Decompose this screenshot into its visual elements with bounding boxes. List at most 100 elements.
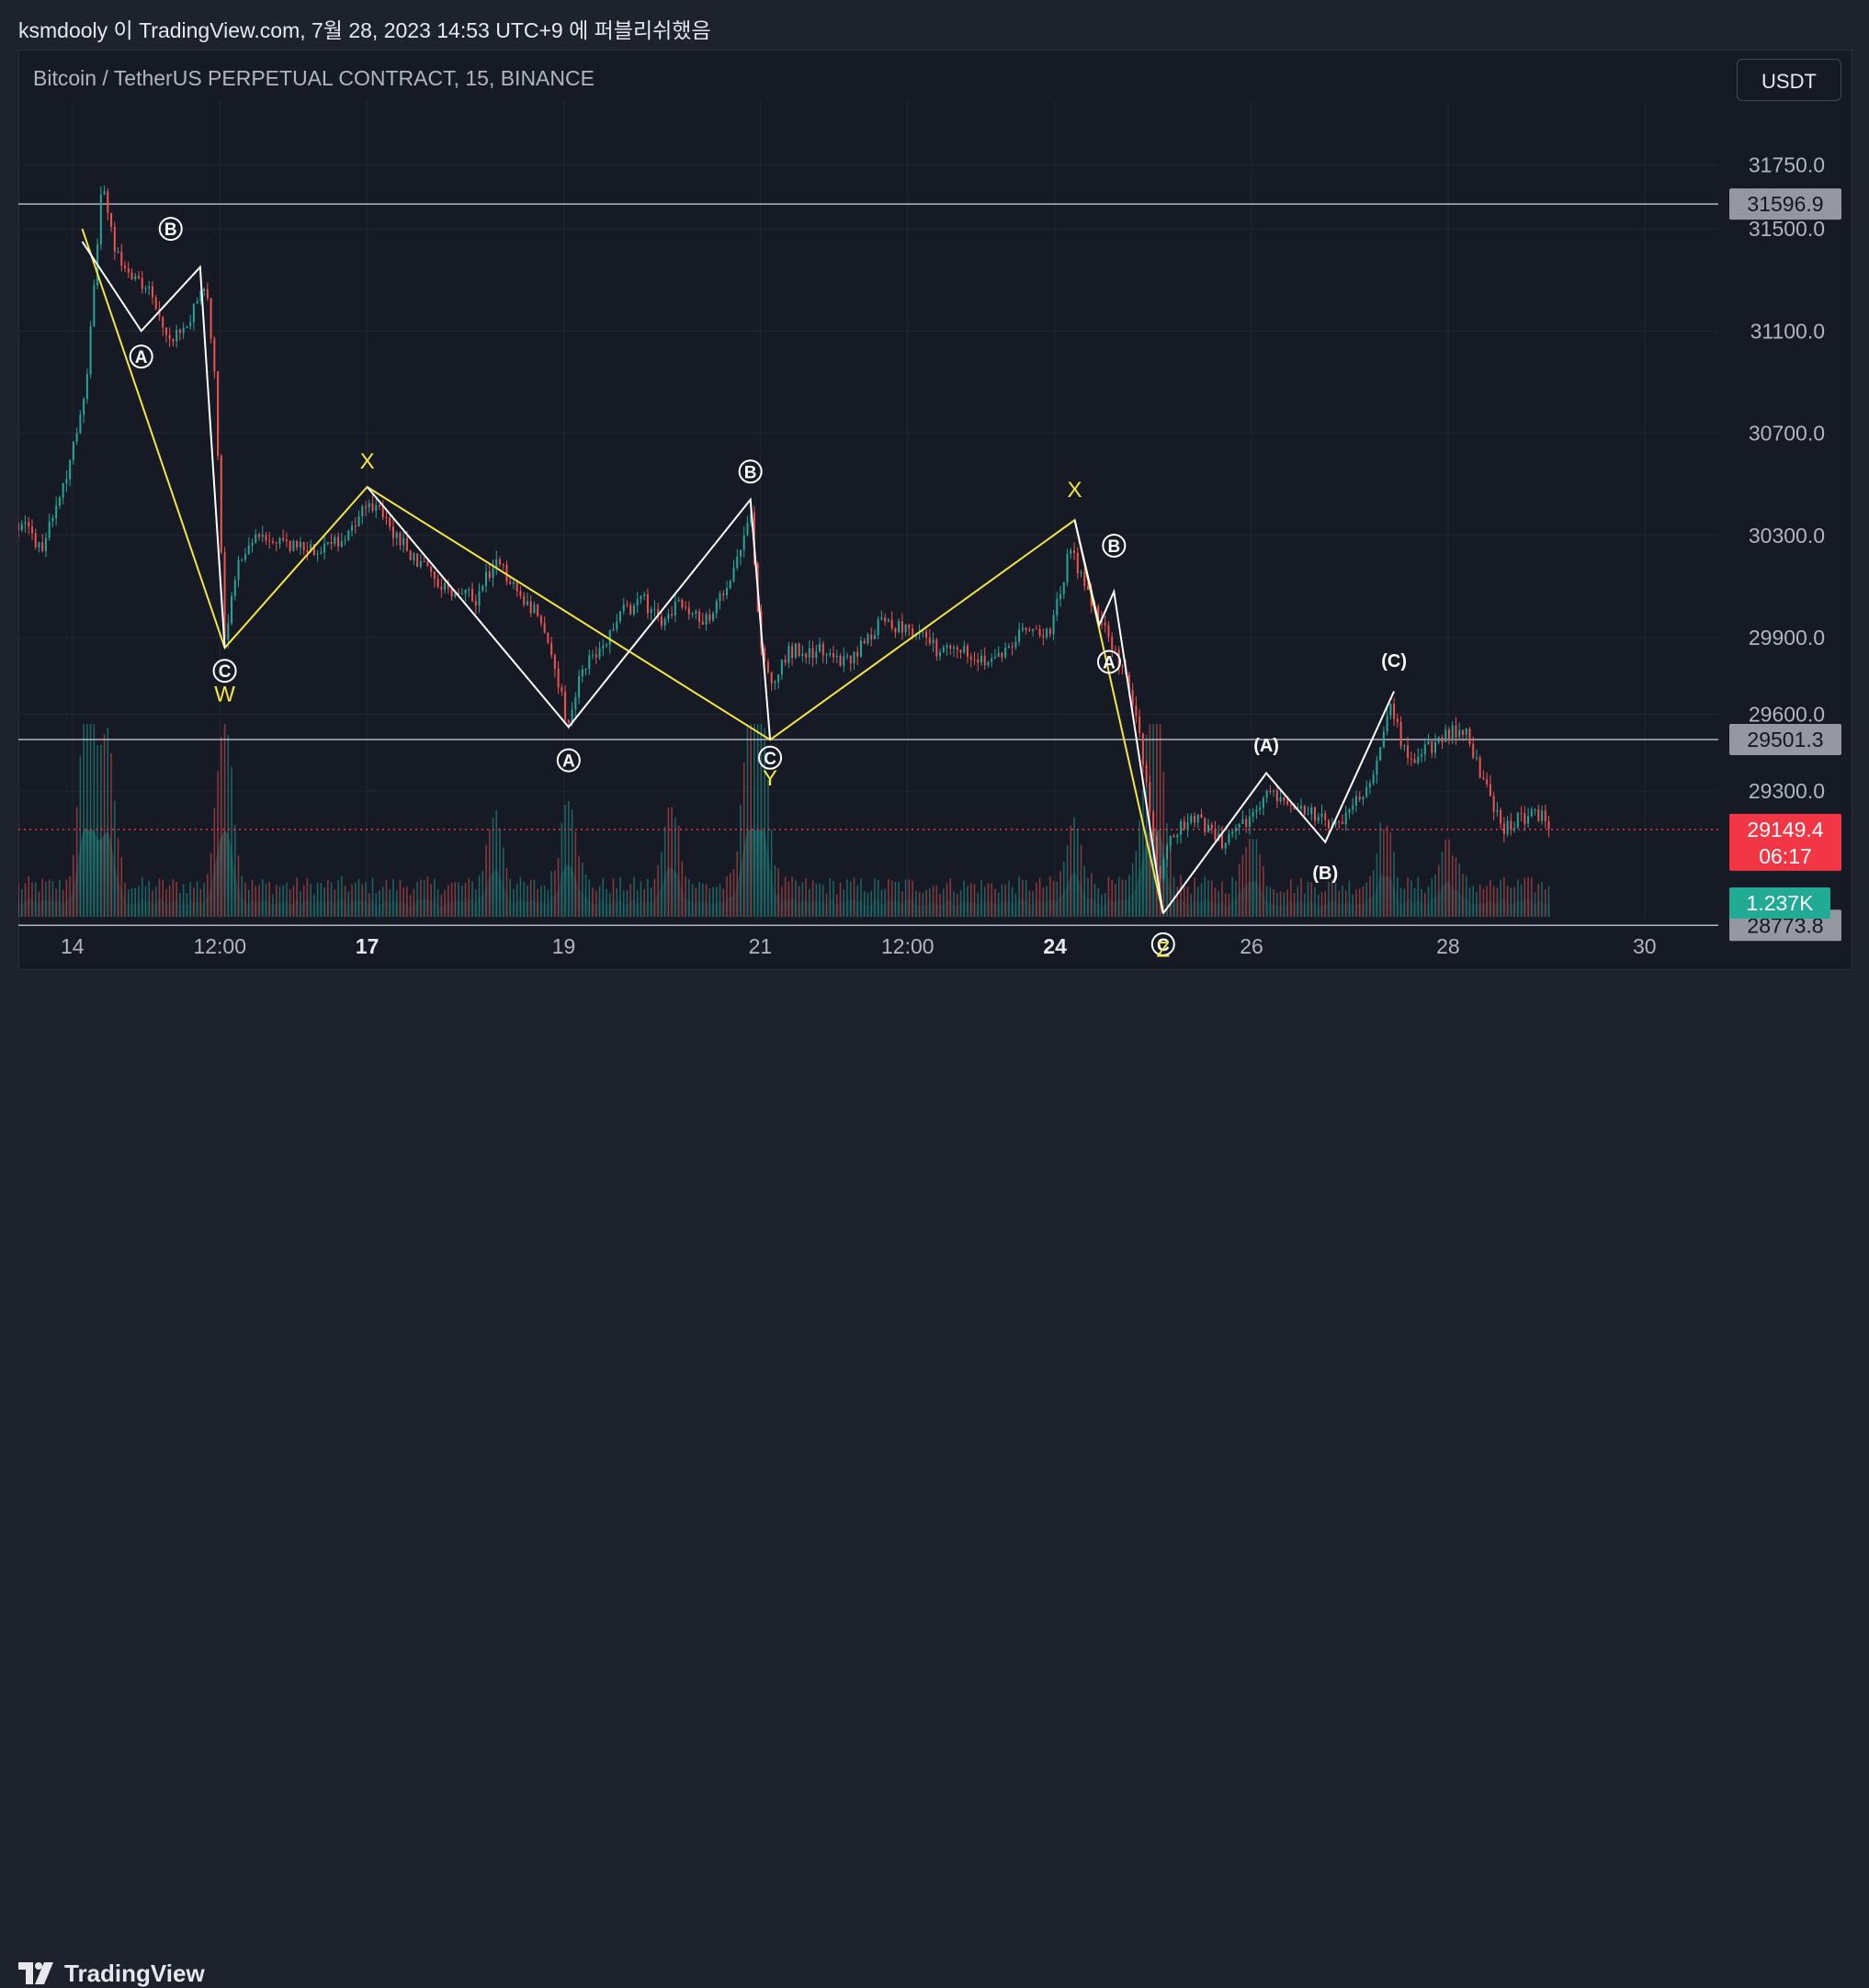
wave-label-ring — [556, 748, 581, 773]
wave-label-ring — [758, 745, 783, 770]
candle — [391, 518, 394, 547]
candle-body — [1341, 821, 1343, 825]
candle — [1048, 627, 1051, 638]
candle-body — [38, 542, 40, 548]
candle — [99, 186, 102, 251]
candle-body — [1348, 809, 1351, 813]
candle-body — [833, 652, 835, 658]
candle-body — [1269, 791, 1272, 793]
candle-body — [1121, 666, 1124, 668]
candle — [592, 649, 595, 660]
candle-body — [444, 582, 447, 591]
candle — [1190, 813, 1193, 825]
candle-body — [186, 326, 188, 328]
candle — [1269, 785, 1272, 795]
candle — [1423, 738, 1426, 762]
candle — [447, 579, 449, 594]
currency-button[interactable]: USDT — [1737, 59, 1841, 101]
candle — [606, 642, 608, 649]
candle — [79, 410, 82, 435]
tradingview-logo-icon — [18, 1962, 53, 1984]
candle-body — [1534, 809, 1536, 811]
candle-body — [292, 540, 295, 551]
candle — [203, 288, 206, 297]
tradingview-logo[interactable]: TradingView — [18, 1959, 205, 1988]
candle-body — [375, 504, 378, 511]
candle — [1389, 703, 1392, 720]
candle — [574, 692, 577, 717]
wave-label-text: B — [744, 463, 757, 482]
candle — [1207, 819, 1209, 833]
candle-body — [1149, 782, 1151, 812]
candle — [973, 651, 976, 665]
candle-body — [34, 533, 37, 548]
candle-body — [523, 595, 526, 605]
candle-body — [502, 564, 504, 566]
candle — [1396, 713, 1399, 728]
candle-body — [1007, 646, 1010, 649]
candle — [715, 598, 718, 618]
candle-body — [764, 648, 766, 662]
candle — [746, 515, 749, 537]
candle — [419, 553, 422, 570]
candle — [416, 553, 419, 568]
chart-frame[interactable] — [18, 50, 1852, 970]
candle — [1362, 796, 1365, 806]
price-axis[interactable]: 31750.0 31500.0 31100.0 30700.0 30300.0 29900… — [1749, 153, 1825, 803]
candle — [1224, 842, 1227, 855]
candle — [85, 368, 88, 404]
candle — [942, 644, 945, 654]
yellow-wave-path — [81, 228, 1164, 914]
candle — [660, 611, 663, 630]
candle-body — [495, 559, 498, 569]
candle-body — [1407, 745, 1410, 759]
candle-body — [148, 286, 151, 288]
candle-body — [265, 534, 267, 541]
candle — [1455, 717, 1457, 745]
candle — [1317, 812, 1320, 824]
candle-body — [120, 251, 123, 266]
candle — [1080, 570, 1082, 578]
candle-body — [811, 648, 814, 659]
volume-area-fill — [18, 830, 1552, 917]
candle — [1056, 592, 1059, 621]
symbol-title: Bitcoin / TetherUS PERPETUAL CONTRACT, 1… — [33, 66, 595, 90]
candle-body — [323, 543, 326, 553]
wave-label-text: A — [562, 752, 575, 772]
candle-body — [969, 656, 972, 660]
candle-body — [423, 560, 425, 562]
time-tick-label: 12:00 — [881, 934, 934, 958]
candle — [1310, 803, 1313, 821]
candle-body — [217, 371, 220, 457]
wave-label-circle-a: A — [1096, 649, 1121, 674]
candle-body — [798, 643, 800, 656]
candle — [1062, 582, 1065, 600]
candle — [182, 322, 185, 339]
candle — [107, 187, 109, 220]
candle — [963, 640, 966, 654]
candle — [1196, 814, 1199, 829]
candle-body — [1310, 808, 1313, 814]
candle-body — [196, 300, 198, 304]
candle — [1510, 812, 1512, 836]
candle-body — [1073, 550, 1076, 553]
candle-body — [698, 611, 701, 622]
candle-body — [946, 645, 948, 648]
wave-label-text: A — [1103, 653, 1116, 672]
candle — [1358, 791, 1361, 803]
candle-body — [127, 268, 130, 273]
candle-body — [1524, 813, 1526, 824]
candle-body — [478, 591, 481, 606]
candle-body — [117, 251, 119, 253]
candle — [154, 294, 157, 311]
candle-body — [1451, 725, 1454, 741]
candle — [526, 593, 528, 607]
candle-body — [89, 326, 92, 375]
candle — [833, 645, 835, 663]
candle — [1372, 770, 1375, 786]
candle — [1368, 779, 1371, 795]
candle-body — [227, 623, 230, 640]
candle — [1070, 548, 1072, 559]
time-axis[interactable]: 14 12:00 17 19 21 12:00 24 26 28 30 — [61, 934, 1657, 958]
